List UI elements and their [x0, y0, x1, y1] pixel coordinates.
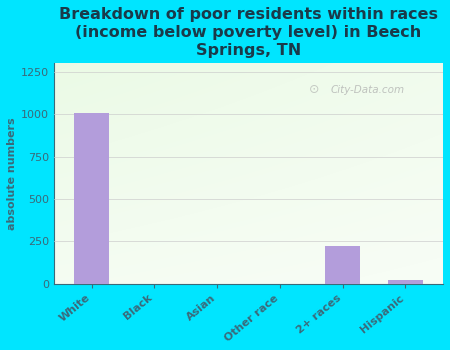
Text: City-Data.com: City-Data.com	[330, 85, 405, 95]
Bar	[325, 246, 360, 284]
Title: Breakdown of poor residents within races
(income below poverty level) in Beech
S: Breakdown of poor residents within races…	[59, 7, 438, 58]
Bar	[388, 280, 423, 284]
Text: ⊙: ⊙	[309, 83, 320, 96]
Bar	[75, 113, 109, 284]
Y-axis label: absolute numbers: absolute numbers	[7, 117, 17, 230]
